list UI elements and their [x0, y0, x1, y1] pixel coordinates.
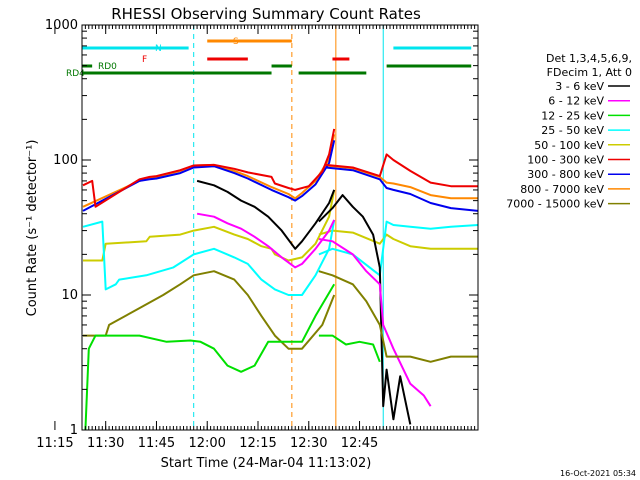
flag-label: S [233, 37, 239, 47]
flag-label: RD0 [98, 62, 117, 72]
flag-label: N [155, 44, 162, 54]
legend-header: FDecim 1, Att 0 [547, 66, 632, 79]
series-line [82, 134, 336, 208]
y-tick-label: 100 [53, 153, 78, 168]
legend-header: Det 1,3,4,5,6,9, [546, 52, 632, 65]
legend-label: 25 - 50 keV [541, 124, 604, 137]
series-line [83, 189, 336, 262]
generation-timestamp: 16-Oct-2021 05:34 [560, 469, 636, 478]
series-line [318, 270, 478, 363]
x-tick-label: 11:30 [87, 436, 124, 451]
x-tick-label: 12:30 [290, 436, 327, 451]
y-tick-label: 1 [70, 423, 78, 438]
legend-label: 800 - 7000 keV [520, 183, 604, 196]
series-line [318, 229, 478, 250]
series-line [82, 140, 336, 212]
y-tick-label: 1000 [45, 18, 78, 33]
flag-label: F [142, 55, 147, 65]
legend: Det 1,3,4,5,6,9,FDecim 1, Att 03 - 6 keV… [506, 52, 632, 211]
series-line [325, 153, 478, 188]
x-tick-label: 12:45 [341, 436, 378, 451]
series-line [84, 283, 336, 430]
y-axis-label: Count Rate (s⁻¹ detector⁻¹) [25, 140, 40, 317]
series-lines [82, 128, 478, 430]
legend-label: 12 - 25 keV [541, 109, 604, 122]
legend-label: 7000 - 15000 keV [506, 198, 604, 211]
legend-label: 6 - 12 keV [548, 95, 604, 108]
x-tick-label: 11:45 [138, 436, 175, 451]
legend-label: 300 - 800 keV [527, 168, 604, 181]
x-tick-label: 12:15 [239, 436, 276, 451]
series-line [82, 219, 336, 296]
y-tick-label: 10 [61, 288, 78, 303]
legend-label: 3 - 6 keV [555, 80, 604, 93]
series-line [318, 220, 478, 277]
series-line [196, 212, 336, 269]
axes: 1 10 100 1000 11:15 11:30 11:45 12:00 12:15 12:30… [36, 18, 479, 451]
x-tick-label: 11:15 [36, 436, 73, 451]
flag-label: RD4 [66, 69, 85, 79]
series-line [318, 194, 412, 425]
chart-title: RHESSI Observing Summary Count Rates [111, 5, 421, 23]
series-line [196, 179, 336, 250]
series-line [82, 128, 336, 208]
legend-label: 50 - 100 keV [534, 139, 604, 152]
plot-frame [81, 24, 479, 431]
flag-bars: N S F RD0 RD4 [66, 37, 472, 79]
series-line [318, 334, 381, 363]
series-line [83, 270, 336, 350]
x-axis-label: Start Time (24-Mar-04 11:13:02) [161, 456, 372, 471]
x-tick-label: 12:00 [188, 436, 225, 451]
legend-label: 100 - 300 keV [527, 154, 604, 167]
series-line [325, 166, 478, 212]
series-line [318, 238, 432, 407]
